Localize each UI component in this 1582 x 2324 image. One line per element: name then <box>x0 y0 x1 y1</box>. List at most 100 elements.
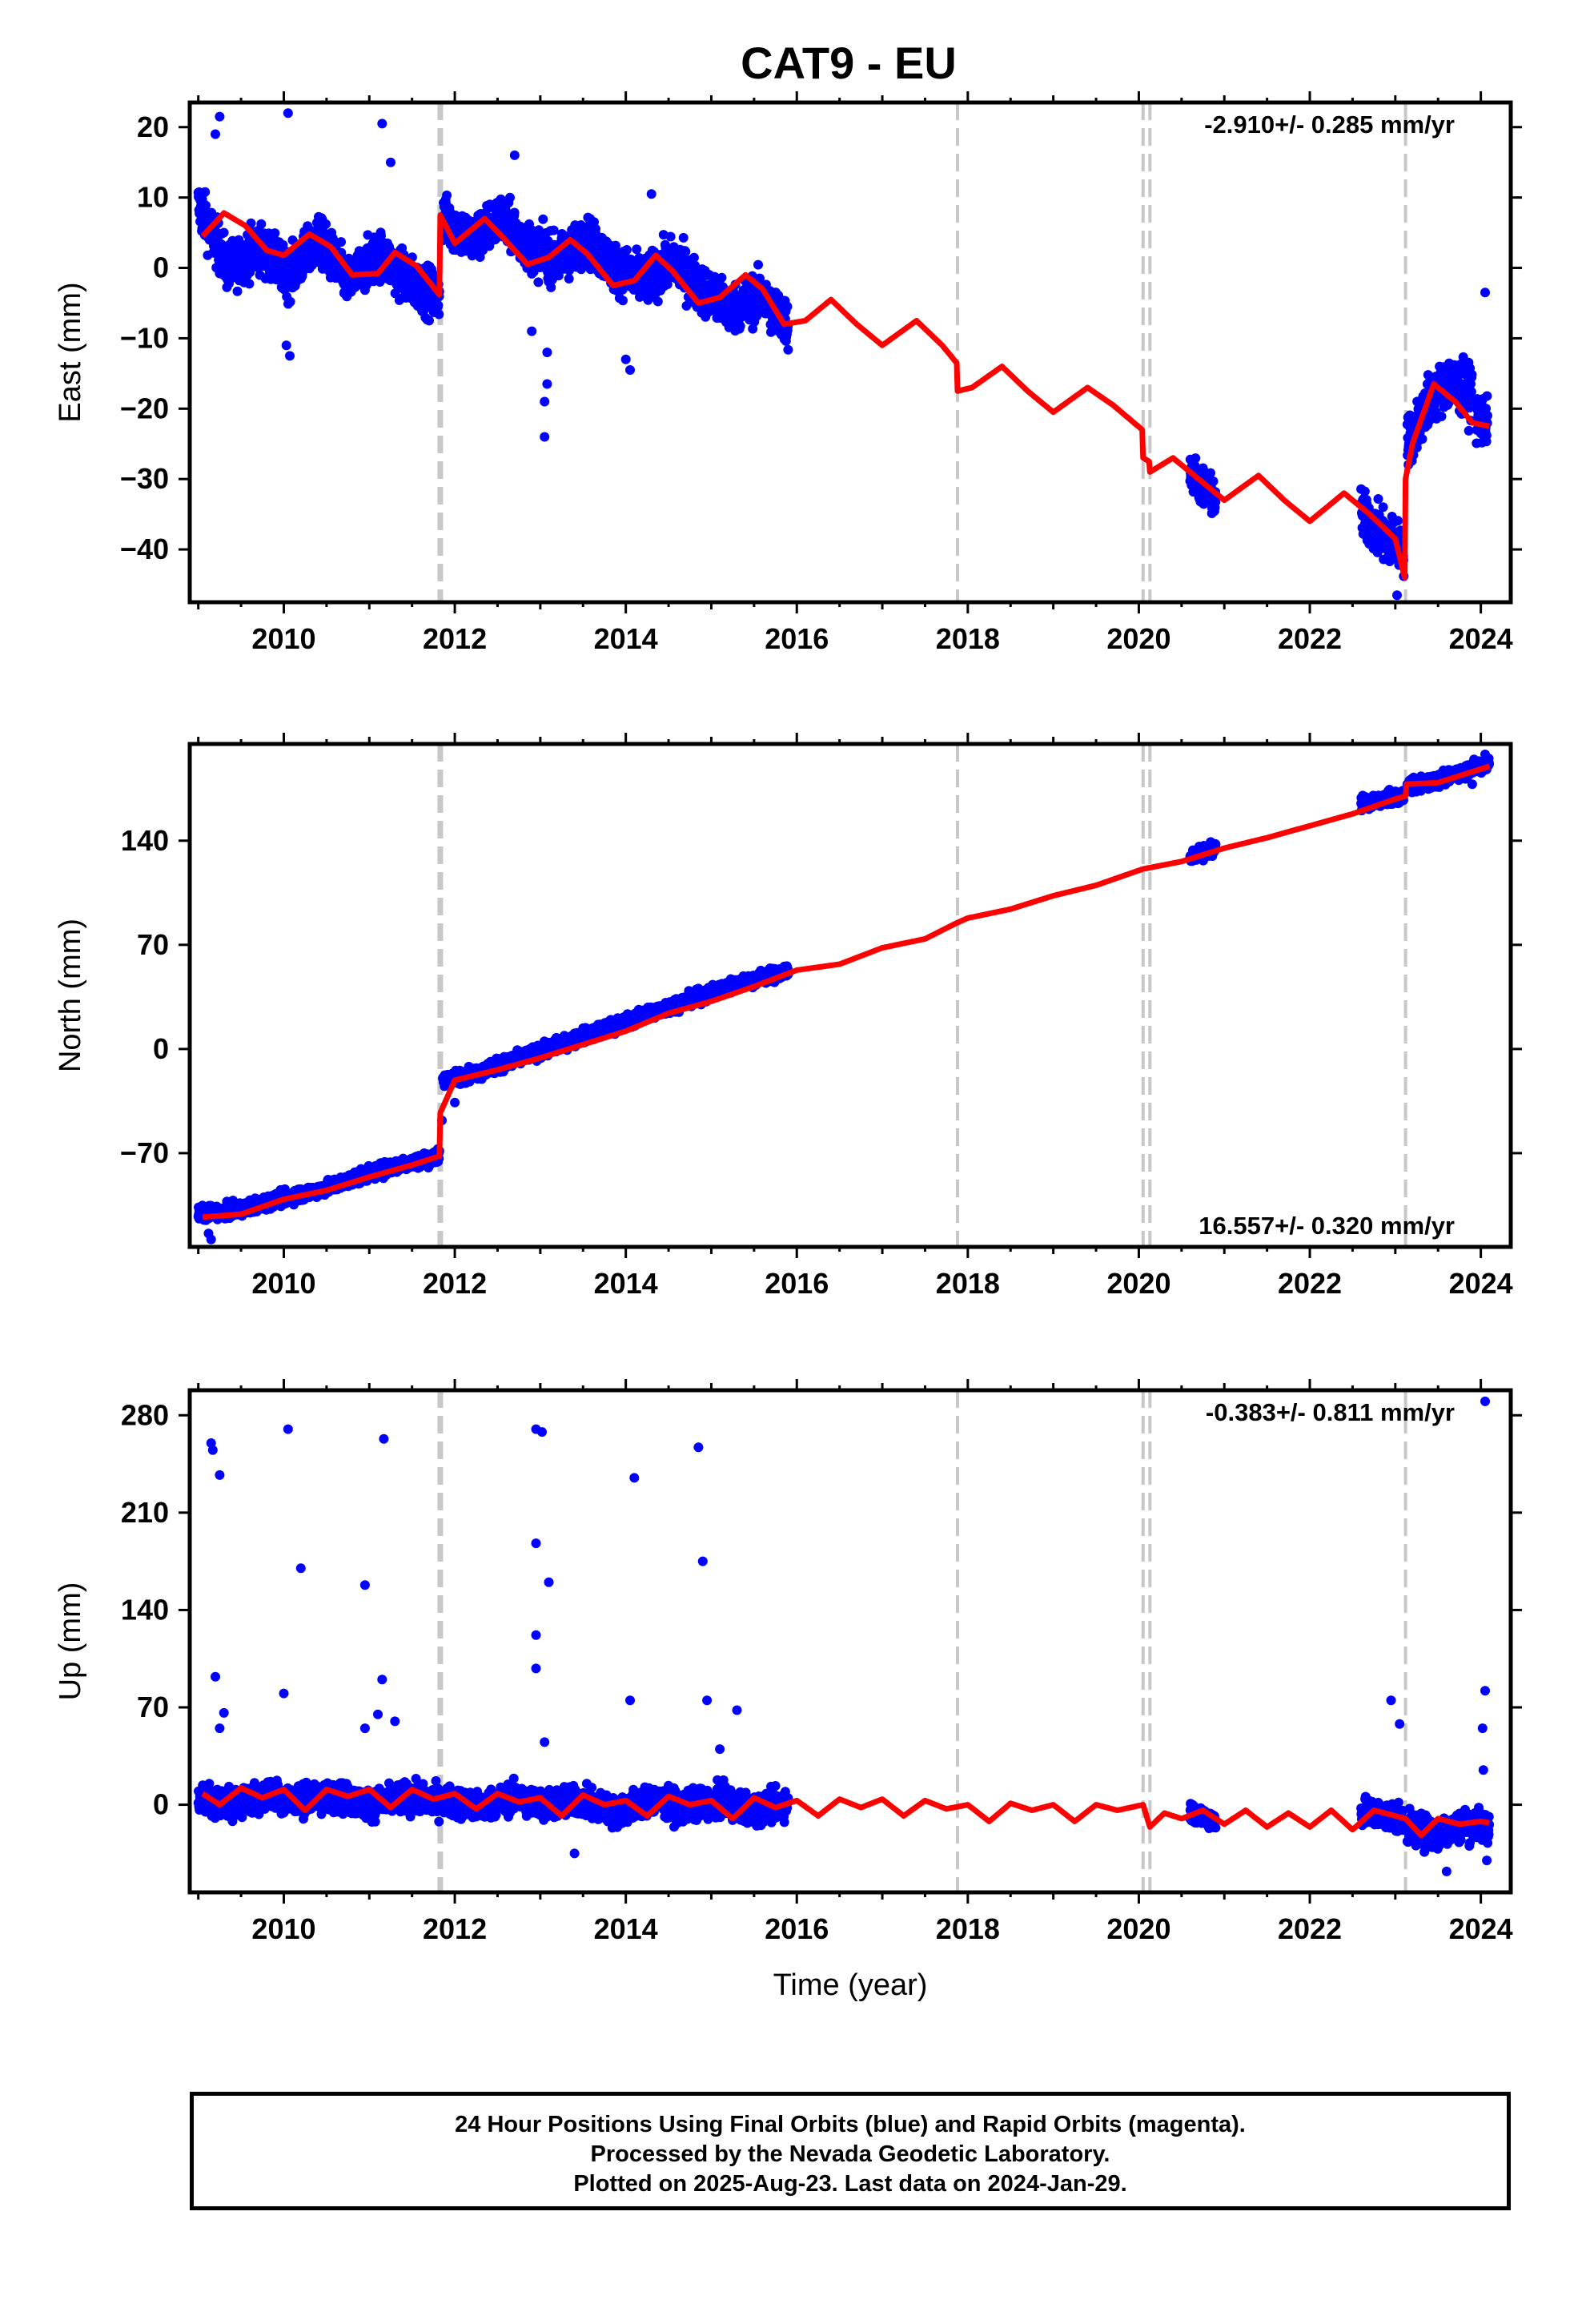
data-point <box>1482 391 1492 401</box>
plot-frame <box>187 100 1513 605</box>
y-tick-label: 20 <box>137 111 169 143</box>
data-point <box>717 272 727 283</box>
y-tick-label: 0 <box>153 251 169 284</box>
data-point <box>548 225 559 235</box>
data-point <box>610 240 620 251</box>
model-line <box>200 210 1491 581</box>
east-panel: 2010 2012 2014 2016 2018 2020 2022 202420100−10… <box>54 91 1522 655</box>
outlier-point <box>211 129 220 139</box>
x-tick-label: 2016 <box>765 622 829 655</box>
data-point <box>1483 411 1492 420</box>
y-tick-label: −30 <box>120 462 169 495</box>
outlier-point <box>620 354 631 364</box>
data-point <box>533 277 544 287</box>
data-point <box>534 225 544 235</box>
data-point <box>442 190 452 200</box>
data-point <box>1464 425 1474 436</box>
data-point <box>1436 412 1447 421</box>
data-point <box>621 245 632 255</box>
data-point <box>564 274 574 283</box>
outlier-point <box>1392 590 1402 601</box>
data-point <box>689 252 699 263</box>
data-point <box>336 237 346 247</box>
data-point <box>1211 497 1221 507</box>
outlier-point <box>509 150 520 160</box>
data-point <box>1191 453 1201 464</box>
data-point <box>219 227 229 238</box>
outlier-point <box>283 108 293 119</box>
x-tick-label: 2024 <box>1449 622 1513 655</box>
data-point <box>1208 476 1219 486</box>
x-tick-label: 2018 <box>936 622 1000 655</box>
y-tick-label: −10 <box>120 321 169 354</box>
y-tick-label: −40 <box>120 533 169 565</box>
data-point <box>201 200 211 211</box>
outlier-point <box>281 340 291 351</box>
outlier-point <box>542 348 552 357</box>
data-point <box>424 316 434 326</box>
data-point <box>509 207 520 218</box>
y-tick-label: −20 <box>120 392 169 424</box>
data-point <box>244 279 255 289</box>
data-point <box>321 219 331 229</box>
outlier-point <box>540 396 550 407</box>
data-point <box>782 301 793 312</box>
data-point <box>434 309 444 320</box>
data-point <box>1467 369 1477 380</box>
data-point <box>256 219 267 229</box>
data-point <box>546 282 556 292</box>
data-point <box>538 214 548 224</box>
data-point <box>1378 502 1388 513</box>
data-point <box>505 192 515 203</box>
outlier-point <box>1480 287 1490 298</box>
data-point <box>662 279 673 289</box>
rate-annotation: -2.910+/- 0.285 mm/yr <box>1204 111 1455 139</box>
outlier-point <box>646 189 656 199</box>
data-point <box>753 259 763 270</box>
data-point <box>1393 516 1403 526</box>
data-point <box>270 228 280 239</box>
data-point <box>245 267 255 277</box>
data-points <box>193 108 1492 601</box>
data-point <box>681 247 691 257</box>
data-point <box>232 286 243 296</box>
x-tick-label: 2020 <box>1106 622 1170 655</box>
data-point <box>433 300 444 311</box>
data-point <box>709 271 720 282</box>
outlier-point <box>386 157 396 167</box>
data-point <box>1481 430 1492 440</box>
x-tick-label: 2012 <box>423 622 487 655</box>
data-point <box>678 232 689 243</box>
outlier-point <box>540 432 550 442</box>
figure-title: CAT9 - EU <box>741 38 957 88</box>
outlier-point <box>527 326 537 336</box>
data-point <box>278 239 288 250</box>
outlier-point <box>625 365 635 375</box>
data-point <box>632 244 642 255</box>
data-point <box>735 321 745 332</box>
plot-area <box>193 744 1495 1247</box>
data-point <box>618 296 628 306</box>
data-point <box>681 300 692 311</box>
data-point <box>553 271 564 281</box>
data-point <box>652 296 663 307</box>
data-point <box>665 231 676 242</box>
plot-area <box>193 103 1492 602</box>
data-point <box>1373 494 1383 504</box>
data-point <box>1417 434 1427 444</box>
outlier-point <box>542 379 552 389</box>
data-point <box>200 187 211 197</box>
data-point <box>1206 468 1215 478</box>
data-point <box>1359 486 1370 497</box>
x-tick-label: 2022 <box>1278 622 1342 655</box>
outlier-point <box>377 119 387 129</box>
north-panel: 2010 2012 2014 2016 2018 2020 2022 2024140700−7… <box>54 733 1522 1300</box>
y-tick-label: 10 <box>137 181 169 214</box>
y-axis-label: East (mm) <box>54 282 87 422</box>
data-point <box>783 344 793 355</box>
x-tick-label: 2010 <box>251 622 315 655</box>
outlier-point <box>215 111 225 122</box>
outlier-point <box>285 351 295 361</box>
data-point <box>285 296 295 307</box>
